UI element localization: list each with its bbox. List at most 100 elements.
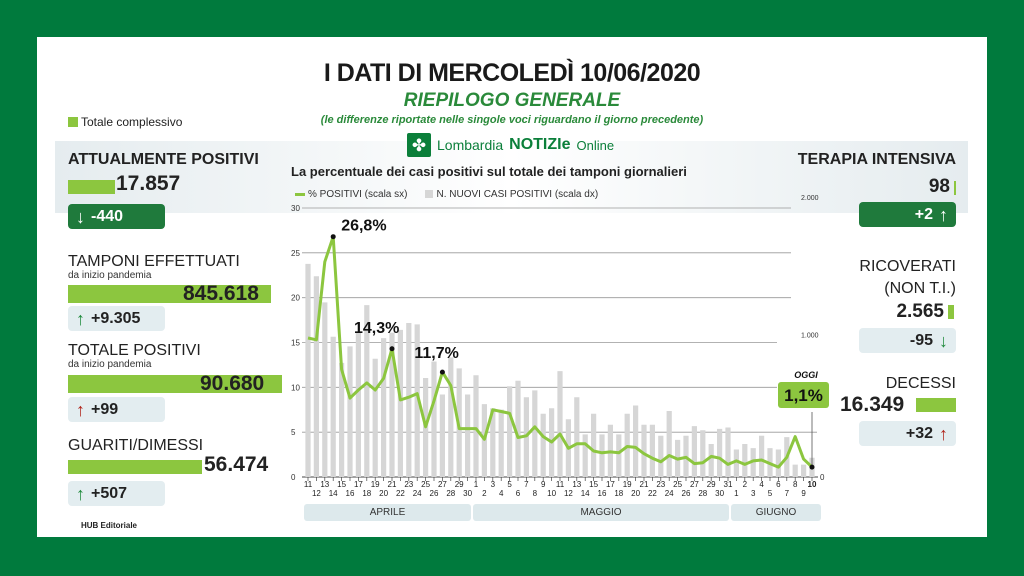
bar-new-cases (490, 408, 496, 477)
legend-bar-swatch (425, 190, 434, 199)
legend-line-item: % POSITIVI (scala sx) (295, 189, 407, 200)
brand-logo: ✤ Lombardia NOTIZIe Online (407, 133, 614, 157)
bar-new-cases (582, 434, 588, 477)
bar-new-cases (431, 361, 437, 477)
legend-bar-label: N. NUOVI CASI POSITIVI (scala dx) (436, 189, 599, 200)
bar-new-cases (439, 394, 446, 477)
totale-positivi-sub: da inizio pandemia (68, 359, 152, 370)
y-left-tick: 15 (291, 339, 300, 348)
bar-new-cases (506, 386, 513, 477)
x-tick-label: 11 (556, 480, 565, 489)
page-note: (le differenze riportate nelle singole v… (320, 114, 704, 126)
y-left-tick: 25 (291, 249, 300, 258)
y-left-tick: 20 (291, 294, 300, 303)
x-tick-label: 5 (768, 489, 773, 498)
legend-line-swatch (295, 192, 305, 196)
x-tick-label: 13 (320, 480, 329, 489)
ricoverati-label-1: RICOVERATI (859, 258, 956, 275)
bar-new-cases (347, 346, 353, 477)
decessi-delta: +32 ↑ (859, 421, 956, 446)
bar-new-cases (380, 338, 387, 477)
legend-total: Totale complessivo (68, 115, 182, 129)
ricoverati-label-2: (NON T.I.) (884, 280, 956, 297)
x-tick-label: 11 (304, 480, 313, 489)
x-tick-label: 10 (547, 489, 556, 498)
x-tick-label: 7 (785, 489, 790, 498)
terapia-label: TERAPIA INTENSIVA (797, 151, 956, 168)
logo-text-1: Lombardia (437, 137, 504, 153)
annotation-label: 11,7% (414, 345, 458, 362)
bar-new-cases (540, 413, 546, 477)
delta-value: +507 (91, 484, 128, 502)
totale-positivi-label: TOTALE POSITIVI (68, 342, 201, 359)
x-tick-label: 26 (682, 489, 691, 498)
bar-new-cases (775, 449, 782, 477)
x-tick-label: 17 (606, 480, 615, 489)
x-tick-label: 27 (690, 480, 699, 489)
x-tick-label: 22 (396, 489, 405, 498)
x-tick-label: 25 (421, 480, 430, 489)
tamponi-value: 845.618 (183, 282, 259, 305)
x-tick-label: 12 (312, 489, 321, 498)
guariti-value: 56.474 (204, 453, 269, 476)
x-tick-label: 25 (673, 480, 682, 489)
tamponi-delta: ↑ +9.305 (68, 306, 165, 331)
totale-positivi-delta: ↑ +99 (68, 397, 165, 422)
arrow-down-icon: ↓ (76, 206, 85, 227)
bar-new-cases (364, 305, 370, 477)
bar-new-cases (750, 448, 756, 477)
bar-new-cases (708, 444, 714, 477)
bar-new-cases (473, 375, 479, 477)
delta-value: -95 (909, 331, 933, 349)
page-subtitle: RIEPILOGO GENERALE (403, 90, 621, 111)
guariti-bar (68, 460, 202, 474)
x-tick-label: 5 (507, 480, 512, 489)
x-tick-label: 4 (499, 489, 504, 498)
y-right-tick: 1.000 (801, 333, 819, 340)
bar-new-cases (372, 358, 378, 477)
bar-new-cases (515, 380, 521, 477)
delta-value: +2 (914, 205, 933, 223)
attualmente-positivi-label: ATTUALMENTE POSITIVI (68, 151, 259, 168)
chart-svg: 0510152025302.0001.000011121314151617181… (291, 195, 829, 498)
x-tick-label: 12 (564, 489, 573, 498)
x-tick-label: 2 (482, 489, 487, 498)
bar-new-cases (414, 324, 420, 477)
x-tick-label: 20 (379, 489, 388, 498)
bar-new-cases (616, 434, 622, 477)
bar-new-cases (758, 435, 765, 477)
bar-new-cases (742, 444, 748, 477)
bar-new-cases (800, 464, 807, 477)
today-badge (778, 382, 829, 408)
today-value: 1,1% (784, 386, 823, 405)
x-tick-label: 30 (463, 489, 472, 498)
annotation-dot (439, 369, 445, 375)
bar-new-cases (313, 276, 320, 477)
x-tick-label: 7 (524, 480, 529, 489)
bar-new-cases (649, 424, 656, 477)
totale-positivi-bar (68, 375, 282, 393)
ricoverati-value: 2.565 (896, 301, 944, 322)
x-tick-label: 26 (430, 489, 439, 498)
annotation-dot (389, 346, 395, 352)
bar-new-cases (397, 329, 404, 477)
x-tick-label: 24 (413, 489, 422, 498)
x-tick-label: 21 (388, 480, 397, 489)
x-tick-label: 3 (751, 489, 756, 498)
bar-new-cases (716, 428, 723, 477)
arrow-up-icon: ↑ (76, 483, 85, 504)
bar-new-cases (448, 357, 454, 477)
tamponi-sub: da inizio pandemia (68, 270, 152, 281)
bar-new-cases (389, 332, 395, 477)
bar-new-cases (733, 449, 740, 477)
month-label-aprile: APRILE (304, 504, 471, 521)
x-tick-label: 24 (665, 489, 674, 498)
x-tick-label: 6 (776, 480, 781, 489)
y-left-tick: 0 (291, 473, 296, 482)
x-tick-label: 9 (541, 480, 546, 489)
chart-legend: % POSITIVI (scala sx) N. NUOVI CASI POSI… (295, 189, 598, 200)
bar-new-cases (590, 413, 597, 477)
annotation-dot (330, 234, 336, 240)
x-tick-label: 29 (707, 480, 716, 489)
arrow-down-icon: ↓ (939, 330, 948, 351)
